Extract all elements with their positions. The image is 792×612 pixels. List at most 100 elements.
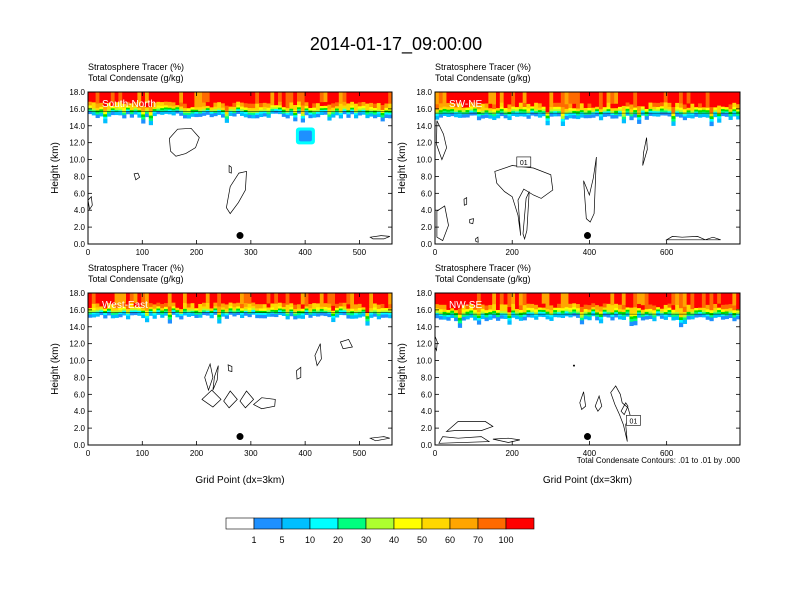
tracer-cell — [701, 312, 707, 315]
tracer-cell — [671, 293, 676, 306]
tracer-cell — [148, 303, 153, 308]
tracer-cell — [438, 114, 444, 118]
tracer-cell — [682, 92, 688, 105]
tracer-cell — [469, 110, 474, 113]
tracer-cell — [469, 312, 474, 315]
tracer-cell — [518, 109, 524, 112]
tracer-cell — [713, 293, 718, 305]
tracer-cell — [167, 92, 172, 103]
tracer-cell — [164, 293, 169, 304]
tracer-cell — [327, 310, 332, 313]
tracer-cell — [568, 92, 573, 105]
tracer-cell — [522, 109, 527, 112]
tracer-cell — [141, 314, 146, 319]
tracer-cell — [342, 310, 347, 313]
tracer-cell — [553, 310, 558, 313]
tracer-cell — [148, 92, 153, 108]
tracer-cell — [361, 109, 366, 113]
tracer-cell — [148, 312, 153, 316]
tracer-cell — [473, 293, 478, 306]
tracer-cell — [698, 307, 703, 311]
tracer-cell — [648, 92, 653, 103]
tracer-cell — [107, 92, 112, 104]
tracer-cell — [534, 304, 539, 310]
tracer-cell — [365, 114, 370, 119]
tracer-cell — [221, 114, 226, 118]
tracer-cell — [438, 112, 444, 115]
tracer-cell — [656, 311, 661, 314]
tracer-cell — [270, 110, 275, 114]
tracer-cell — [629, 313, 634, 317]
tracer-cell — [461, 312, 466, 316]
tracer-cell — [637, 308, 642, 311]
tracer-cell — [705, 112, 710, 115]
tracer-cell — [442, 316, 447, 320]
tracer-cell — [492, 293, 497, 305]
tracer-cell — [557, 307, 562, 311]
tracer-cell — [496, 92, 501, 105]
y-tick-label: 14.0 — [416, 323, 432, 332]
tracer-cell — [293, 313, 298, 317]
tracer-cell — [198, 107, 203, 111]
tracer-cell — [511, 303, 516, 309]
tracer-cell — [316, 92, 321, 104]
tracer-cell — [262, 109, 267, 112]
tracer-cell — [99, 308, 104, 311]
tracer-cell — [376, 304, 381, 310]
tracer-cell — [637, 114, 642, 118]
tracer-cell — [224, 105, 229, 112]
tracer-cell — [240, 308, 245, 312]
tracer-cell — [469, 308, 474, 311]
tracer-cell — [300, 308, 305, 312]
tracer-cell — [251, 112, 256, 116]
tracer-cell — [545, 311, 550, 315]
plot-frame — [434, 292, 741, 446]
tracer-cell — [289, 313, 294, 317]
tracer-cell — [648, 304, 653, 310]
tracer-cell — [709, 121, 714, 127]
tracer-cell — [346, 114, 351, 118]
tracer-cell — [323, 109, 328, 113]
y-tick-label: 10.0 — [416, 357, 432, 366]
tracer-cell — [679, 92, 684, 104]
tracer-cell — [503, 304, 508, 310]
tracer-cell — [175, 107, 180, 110]
tracer-cell — [736, 309, 741, 313]
tracer-cell — [454, 293, 459, 306]
tracer-cell — [217, 311, 222, 316]
tracer-cell — [228, 308, 233, 311]
tracer-cell — [496, 293, 501, 306]
tracer-cell — [103, 315, 108, 319]
colorbar-swatch — [421, 517, 451, 530]
tracer-cell — [614, 314, 619, 318]
tracer-cell — [110, 102, 115, 107]
tracer-cell — [610, 312, 615, 316]
tracer-cell — [114, 304, 119, 309]
tracer-cell — [671, 305, 676, 311]
tracer-cell — [438, 304, 444, 310]
tracer-cell — [228, 110, 233, 114]
tracer-cell — [450, 112, 455, 117]
tracer-cell — [461, 107, 466, 111]
condensate-contour — [169, 127, 200, 157]
tracer-cell — [469, 92, 474, 103]
tracer-cell — [194, 92, 199, 104]
tracer-cell — [713, 308, 718, 312]
tracer-cell — [251, 302, 256, 307]
tracer-cell — [373, 309, 378, 313]
tracer-cell — [606, 303, 611, 309]
condensate-contour — [642, 137, 648, 166]
tracer-cell — [522, 312, 527, 315]
x-tick-label: 100 — [136, 449, 150, 458]
tracer-cell — [243, 310, 248, 314]
tracer-cell — [610, 293, 615, 306]
tracer-cell — [629, 114, 634, 117]
x-tick-label: 500 — [353, 449, 367, 458]
tracer-cell — [213, 302, 218, 307]
tracer-cell — [281, 307, 286, 310]
tracer-cell — [133, 111, 138, 115]
tracer-cell — [610, 108, 615, 112]
tracer-cell — [560, 121, 566, 126]
tracer-cell — [568, 293, 573, 305]
tracer-cell — [469, 293, 474, 305]
